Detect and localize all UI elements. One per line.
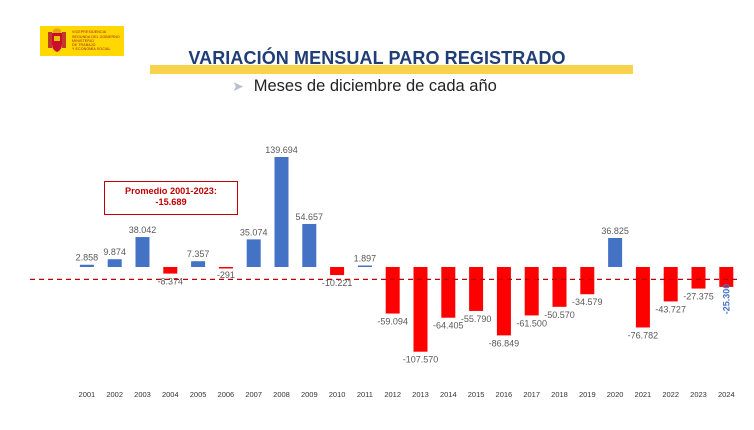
- data-label: -8.374: [158, 277, 184, 287]
- x-tick-label: 2007: [245, 390, 262, 399]
- data-label: -107.570: [403, 355, 439, 365]
- data-label: 7.357: [187, 249, 210, 259]
- bar: [552, 267, 567, 307]
- x-tick-label: 2002: [106, 390, 123, 399]
- data-label: 36.825: [601, 226, 629, 236]
- bar: [719, 267, 734, 287]
- x-tick-label: 2010: [329, 390, 346, 399]
- data-label: 54.657: [296, 212, 324, 222]
- data-label: -27.375: [683, 292, 714, 302]
- x-tick-label: 2019: [579, 390, 596, 399]
- bar: [413, 267, 428, 352]
- x-tick-label: 2020: [607, 390, 624, 399]
- bar: [135, 237, 150, 267]
- subtitle-text: Meses de diciembre de cada año: [253, 77, 497, 95]
- bar: [330, 267, 345, 276]
- logo-line: VICEPRESIDENCIA: [72, 30, 107, 35]
- data-label: -43.727: [655, 304, 686, 314]
- data-label: -59.094: [377, 317, 408, 327]
- data-label: -25.300: [721, 284, 731, 315]
- x-tick-label: 2015: [468, 390, 485, 399]
- government-logo: VICEPRESIDENCIA SEGUNDA DEL GOBIERNO MIN…: [40, 26, 124, 56]
- data-label: -64.405: [433, 321, 464, 331]
- bar: [246, 239, 261, 267]
- bar: [580, 267, 595, 295]
- data-label: 35.074: [240, 227, 268, 237]
- bar: [469, 267, 484, 311]
- average-label: Promedio 2001-2023:: [125, 186, 217, 196]
- data-label: -50.570: [544, 310, 575, 320]
- bar: [385, 267, 400, 314]
- data-label: -61.500: [516, 318, 547, 328]
- x-tick-label: 2001: [79, 390, 96, 399]
- data-label: 38.042: [129, 225, 157, 235]
- data-label: 9.874: [103, 247, 126, 257]
- x-tick-label: 2011: [357, 390, 373, 399]
- x-tick-label: 2014: [440, 390, 457, 399]
- x-tick-label: 2021: [635, 390, 652, 399]
- data-label: 2.858: [76, 253, 99, 263]
- bar: [163, 267, 178, 274]
- average-value: -15.689: [155, 197, 187, 207]
- x-tick-label: 2016: [496, 390, 513, 399]
- data-label: -34.579: [572, 297, 603, 307]
- data-label: 139.694: [265, 145, 298, 155]
- bar: [524, 267, 539, 316]
- bar: [635, 267, 650, 328]
- bar: [357, 265, 372, 268]
- bar: [608, 238, 623, 267]
- x-tick-label: 2024: [718, 390, 735, 399]
- logo-line: MINISTERIO: [72, 38, 94, 43]
- x-tick-label: 2012: [384, 390, 401, 399]
- logo-line: DE TRABAJO: [72, 43, 96, 48]
- title-highlight-band: [150, 65, 633, 74]
- bar: [663, 267, 678, 302]
- chart-subtitle: ➤ Meses de diciembre de cada año: [232, 77, 497, 96]
- bar: [441, 267, 456, 318]
- x-tick-label: 2009: [301, 390, 318, 399]
- bar: [274, 157, 289, 267]
- bar: [302, 223, 317, 267]
- data-label: -76.782: [628, 330, 659, 340]
- bar: [691, 267, 706, 289]
- x-tick-label: 2022: [662, 390, 679, 399]
- x-tick-label: 2004: [162, 390, 179, 399]
- average-annotation: Promedio 2001-2023: -15.689: [104, 181, 238, 215]
- logo-line: SEGUNDA DEL GOBIERNO: [72, 34, 120, 39]
- coat-of-arms-icon: [48, 28, 66, 52]
- x-tick-label: 2013: [412, 390, 429, 399]
- chevron-right-icon: ➤: [232, 78, 244, 94]
- x-tick-label: 2017: [523, 390, 540, 399]
- x-tick-label: 2008: [273, 390, 290, 399]
- data-label: -86.849: [489, 338, 520, 348]
- x-tick-label: 2005: [190, 390, 207, 399]
- x-tick-label: 2003: [134, 390, 151, 399]
- x-tick-label: 2023: [690, 390, 707, 399]
- bar: [107, 259, 122, 267]
- bar: [496, 267, 511, 336]
- data-label: -10.221: [322, 278, 353, 288]
- bar: [191, 261, 206, 267]
- bar: [218, 267, 233, 269]
- x-tick-label: 2018: [551, 390, 568, 399]
- logo-line: Y ECONOMÍA SOCIAL: [72, 47, 111, 52]
- chart-title: VARIACIÓN MENSUAL PARO REGISTRADO: [188, 48, 566, 68]
- data-label: 1.897: [354, 254, 377, 264]
- ministry-name: VICEPRESIDENCIA SEGUNDA DEL GOBIERNO MIN…: [72, 30, 120, 51]
- data-label: -55.790: [461, 314, 492, 324]
- x-tick-label: 2006: [218, 390, 235, 399]
- data-label: -291: [217, 270, 235, 280]
- bar: [79, 264, 94, 267]
